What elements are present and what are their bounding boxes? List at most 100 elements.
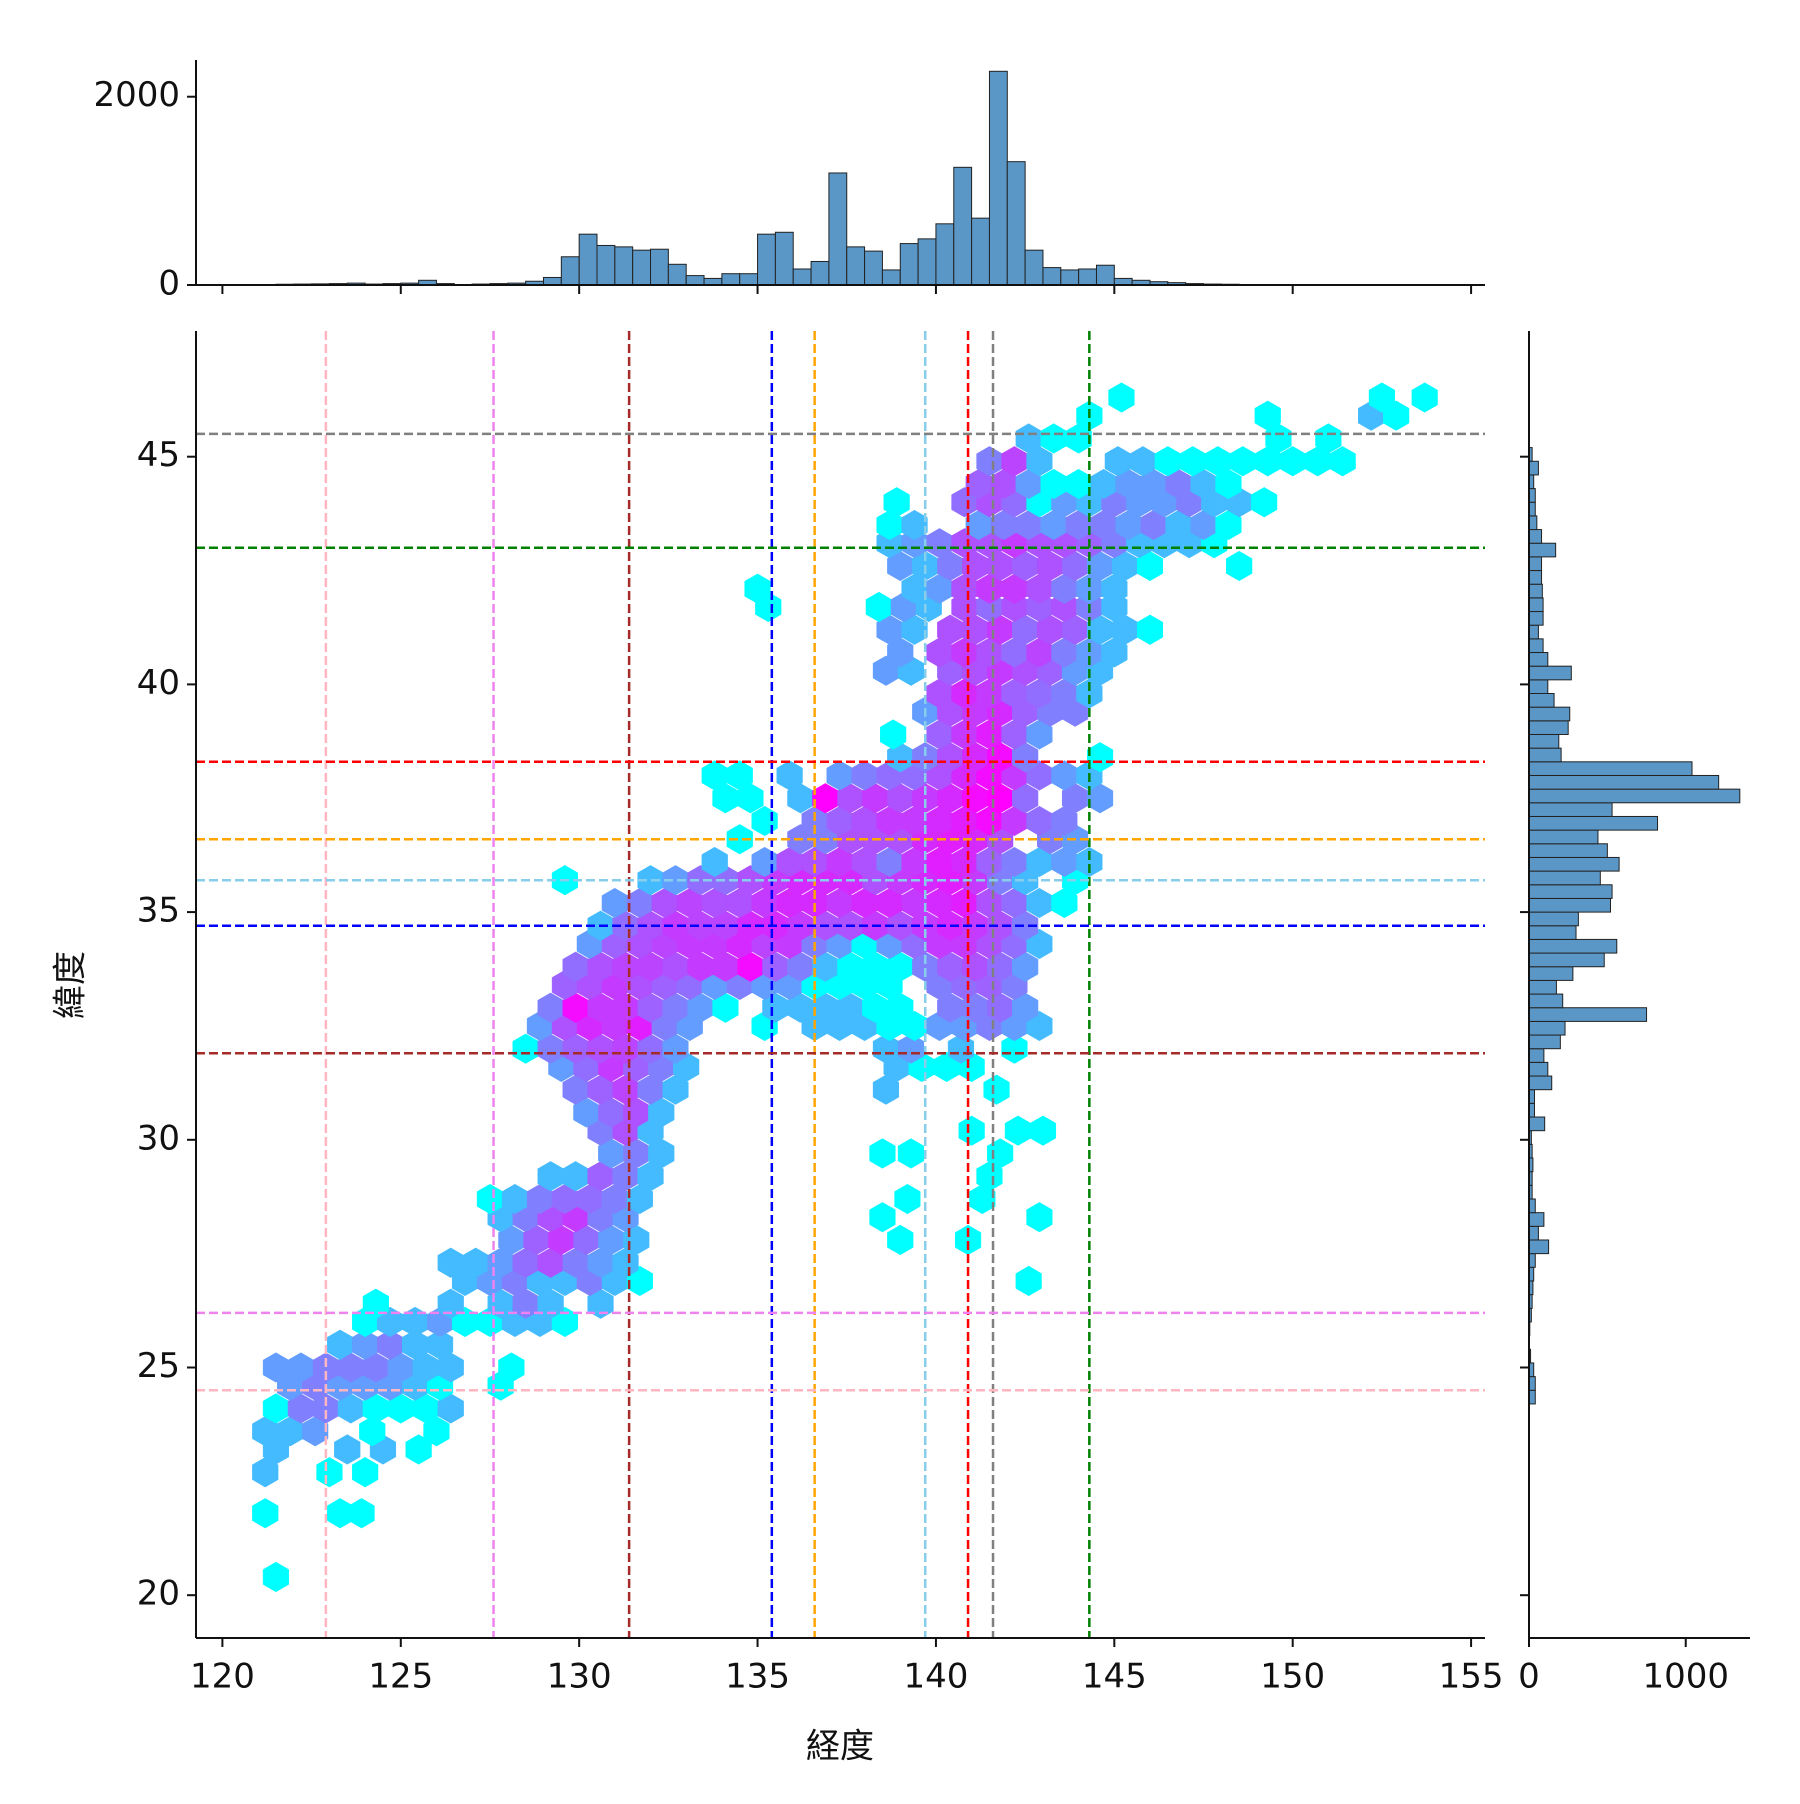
histogram-bar bbox=[1529, 584, 1542, 598]
hexbin-cell bbox=[959, 1116, 985, 1146]
histogram-bar bbox=[1529, 871, 1600, 885]
histogram-bar bbox=[1529, 953, 1604, 967]
x-tick-label: 155 bbox=[1439, 1657, 1504, 1697]
histogram-bar bbox=[686, 276, 704, 285]
histogram-bar bbox=[1529, 980, 1556, 994]
histogram-bar bbox=[1529, 967, 1573, 981]
hexbin-cell bbox=[1027, 1202, 1053, 1232]
histogram-bar bbox=[1079, 269, 1097, 285]
histogram-bar bbox=[1025, 250, 1043, 285]
histogram-bar bbox=[1529, 844, 1607, 858]
histogram-bar bbox=[1529, 912, 1578, 926]
histogram-bar bbox=[1529, 1240, 1549, 1254]
histogram-bar bbox=[1529, 461, 1538, 475]
histogram-bar bbox=[1529, 693, 1554, 707]
x-tick-label: 125 bbox=[368, 1657, 433, 1697]
histogram-bar bbox=[1529, 1021, 1565, 1035]
x-tick-label: 140 bbox=[903, 1657, 968, 1697]
histogram-bar bbox=[1529, 1117, 1545, 1131]
histogram-bar bbox=[1529, 543, 1556, 557]
histogram-bar bbox=[1529, 612, 1543, 626]
histogram-bar bbox=[543, 277, 561, 285]
histogram-bar bbox=[847, 247, 865, 285]
hexbin-cell bbox=[1251, 487, 1277, 517]
histogram-bar bbox=[829, 173, 847, 285]
hexbin-cell bbox=[752, 806, 778, 836]
histogram-bar bbox=[1529, 1008, 1647, 1022]
histogram-bar bbox=[936, 224, 954, 285]
hexbin-cell bbox=[1226, 551, 1252, 581]
hexbin-cell bbox=[352, 1457, 378, 1487]
y-tick-label: 45 bbox=[137, 435, 180, 475]
histogram-bar bbox=[633, 250, 651, 285]
histogram-bar bbox=[793, 269, 811, 285]
x-tick-label: 135 bbox=[725, 1657, 790, 1697]
hexbin-cell bbox=[252, 1498, 278, 1528]
histogram-bar bbox=[1529, 939, 1617, 953]
y-tick-label: 20 bbox=[137, 1574, 180, 1614]
x-tick-label: 145 bbox=[1082, 1657, 1147, 1697]
histogram-bar bbox=[1529, 530, 1542, 544]
hexbin-cell bbox=[870, 1139, 896, 1169]
histogram-bar bbox=[1529, 748, 1561, 762]
histogram-bar bbox=[1529, 598, 1543, 612]
hexbin-cell bbox=[895, 1184, 921, 1214]
hexbin-cell bbox=[1016, 1266, 1042, 1296]
histogram-bar bbox=[651, 249, 669, 285]
hexbin-cell bbox=[984, 1075, 1010, 1105]
hexbin-cell bbox=[334, 1435, 360, 1465]
hexbin-cell bbox=[1280, 446, 1306, 476]
histogram-bar bbox=[1529, 721, 1568, 735]
top-hist-y-tick-label: 2000 bbox=[93, 75, 180, 115]
hexbin-cell bbox=[402, 1307, 428, 1337]
histogram-bar bbox=[1529, 734, 1559, 748]
x-axis-label: 経度 bbox=[806, 1727, 874, 1767]
hexbin-cell bbox=[1027, 888, 1053, 918]
histogram-bar bbox=[1529, 926, 1576, 940]
x-tick-label: 150 bbox=[1260, 1657, 1325, 1697]
histogram-bar bbox=[882, 270, 900, 285]
hexbin-cell bbox=[1230, 446, 1256, 476]
histogram-bar bbox=[1529, 571, 1542, 585]
histogram-bar bbox=[1529, 1035, 1560, 1049]
histogram-bar bbox=[1529, 885, 1612, 899]
histogram-bar bbox=[1529, 680, 1548, 694]
histogram-bar bbox=[918, 239, 936, 285]
histogram-bar bbox=[1529, 516, 1537, 530]
histogram-bar bbox=[1529, 639, 1543, 653]
histogram-bar bbox=[1529, 707, 1570, 721]
histogram-bar bbox=[1529, 816, 1658, 830]
histogram-bar bbox=[597, 245, 615, 285]
histogram-bar bbox=[989, 71, 1007, 285]
hexbin-cell bbox=[1412, 383, 1438, 413]
x-tick-label: 120 bbox=[190, 1657, 255, 1697]
histogram-bar bbox=[1043, 268, 1061, 285]
y-axis-label: 緯度 bbox=[51, 951, 91, 1019]
histogram-bar bbox=[615, 247, 633, 285]
histogram-bar bbox=[1529, 557, 1542, 571]
histogram-bar bbox=[1007, 162, 1025, 285]
histogram-bar bbox=[1529, 775, 1719, 789]
histogram-bar bbox=[1529, 789, 1740, 803]
histogram-bar bbox=[1529, 830, 1598, 844]
side-hist-x-tick-label: 1000 bbox=[1642, 1657, 1729, 1697]
histogram-bar bbox=[1529, 857, 1619, 871]
histogram-bar bbox=[1529, 1062, 1548, 1076]
histogram-bar bbox=[1061, 270, 1079, 285]
y-tick-label: 35 bbox=[137, 891, 180, 931]
y-tick-label: 25 bbox=[137, 1346, 180, 1386]
hexbin-cell bbox=[513, 1034, 539, 1064]
hexbin-cell bbox=[1109, 383, 1135, 413]
hexbin-cell bbox=[317, 1457, 343, 1487]
histogram-bar bbox=[775, 232, 793, 285]
hexbin-cell bbox=[263, 1562, 289, 1592]
histogram-bar bbox=[579, 234, 597, 285]
histogram-bar bbox=[900, 244, 918, 285]
histogram-bar bbox=[1529, 1076, 1552, 1090]
histogram-bar bbox=[1529, 803, 1612, 817]
y-tick-label: 40 bbox=[137, 663, 180, 703]
histogram-bar bbox=[1529, 625, 1538, 639]
histogram-bar bbox=[1529, 666, 1571, 680]
hexbin-cell bbox=[1137, 615, 1163, 645]
